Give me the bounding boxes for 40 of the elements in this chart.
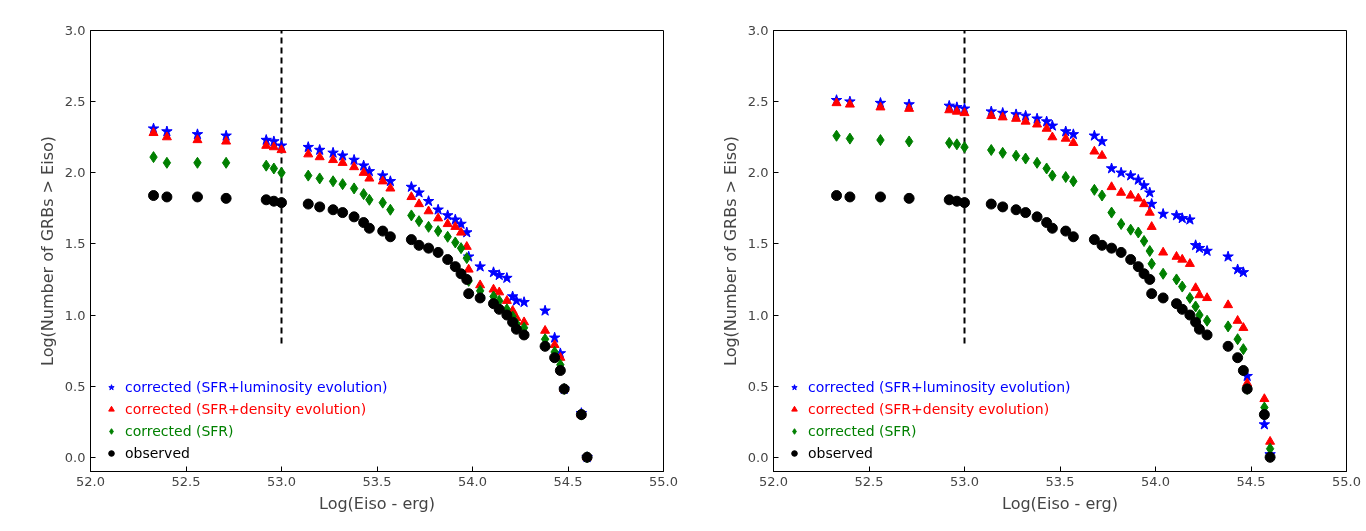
legend-label: corrected (SFR): [808, 423, 917, 439]
y-tick-label: 2.5: [64, 94, 86, 110]
x-tick-label: 54.5: [1236, 473, 1266, 489]
x-tick-label: 53.0: [267, 473, 296, 489]
x-tick-label: 55.0: [649, 473, 678, 489]
x-axis-title: Log(Eiso - erg): [319, 493, 435, 513]
x-tick-label: 54.5: [553, 473, 583, 489]
x-tick-label: 54.0: [1141, 473, 1170, 489]
legend-label: corrected (SFR+density evolution): [125, 401, 367, 417]
x-tick-label: 52.0: [759, 473, 788, 489]
x-tick-label: 53.0: [950, 473, 979, 489]
y-tick-label: 1.5: [64, 236, 86, 252]
legend-label: corrected (SFR): [125, 423, 234, 439]
legend-label: observed: [125, 445, 190, 461]
x-axis-title: Log(Eiso - erg): [1002, 493, 1118, 513]
legend-label: corrected (SFR+luminosity evolution): [125, 379, 388, 395]
y-tick-label: 2.0: [747, 165, 769, 181]
x-tick-label: 52.5: [854, 473, 884, 489]
x-tick-label: 52.5: [171, 473, 201, 489]
y-axis-title: Log(Number of GRBs > Eiso): [720, 135, 740, 367]
y-tick-label: 2.5: [747, 94, 769, 110]
y-tick-label: 0.5: [64, 378, 86, 394]
legend-label: corrected (SFR+luminosity evolution): [808, 379, 1071, 395]
y-tick-label: 0.0: [747, 449, 769, 465]
y-tick-label: 2.0: [64, 165, 86, 181]
x-tick-label: 52.0: [76, 473, 105, 489]
y-tick-label: 0.5: [747, 378, 769, 394]
y-tick-label: 3.0: [747, 23, 769, 38]
x-tick-label: 53.5: [362, 473, 392, 489]
x-tick-label: 55.0: [1332, 473, 1361, 489]
y-tick-label: 3.0: [64, 23, 86, 38]
x-tick-label: 53.5: [1045, 473, 1075, 489]
y-tick-label: 0.0: [64, 449, 86, 465]
legend-label: observed: [808, 445, 873, 461]
y-tick-label: 1.0: [64, 307, 86, 323]
legend-label: corrected (SFR+density evolution): [808, 401, 1050, 417]
y-tick-label: 1.0: [747, 307, 769, 323]
y-axis-title: Log(Number of GRBs > Eiso): [37, 135, 57, 367]
x-tick-label: 54.0: [458, 473, 487, 489]
y-tick-label: 1.5: [747, 236, 769, 252]
